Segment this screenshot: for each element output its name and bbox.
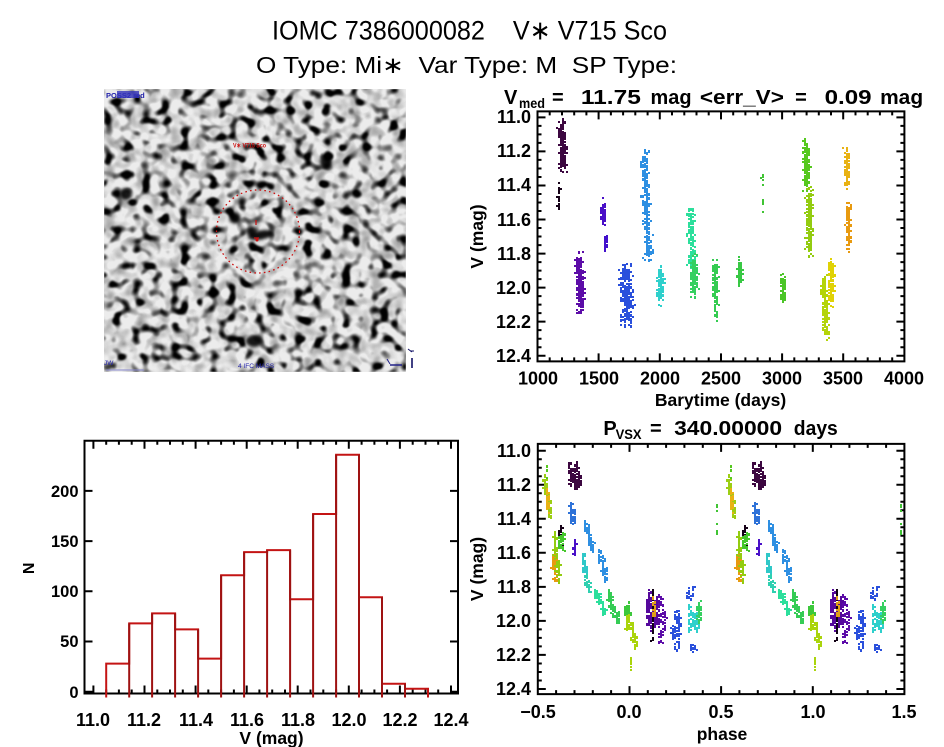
svg-text:11.8: 11.8 <box>497 577 531 597</box>
svg-text:4000: 4000 <box>884 369 924 389</box>
svg-text:50: 50 <box>60 633 78 651</box>
svg-text:V∗ V715 Sco: V∗ V715 Sco <box>233 143 266 150</box>
svg-text:0.5: 0.5 <box>708 702 733 722</box>
svg-text:mag: mag <box>651 87 692 109</box>
svg-text:11.6: 11.6 <box>497 210 531 230</box>
svg-text:12.2: 12.2 <box>382 710 417 730</box>
svg-text:2500: 2500 <box>701 369 741 389</box>
svg-text:0.0: 0.0 <box>616 702 641 722</box>
svg-text:4 IFC MASS: 4 IFC MASS <box>238 363 275 370</box>
svg-text:12.2: 12.2 <box>496 645 531 665</box>
svg-text:1000: 1000 <box>518 369 558 389</box>
svg-text:3500: 3500 <box>823 369 863 389</box>
svg-text:Barytime (days): Barytime (days) <box>655 390 786 410</box>
svg-text:mag: mag <box>880 87 923 109</box>
svg-text:12.0: 12.0 <box>496 611 531 631</box>
svg-text:12.4: 12.4 <box>433 710 468 730</box>
svg-text:=: = <box>650 418 662 440</box>
svg-text:11.2: 11.2 <box>127 710 161 730</box>
svg-text:12.0: 12.0 <box>496 278 531 298</box>
svg-text:11.6: 11.6 <box>497 543 531 563</box>
svg-text:0.09: 0.09 <box>825 87 872 109</box>
svg-text:2000: 2000 <box>640 369 680 389</box>
svg-text:=: = <box>795 87 807 109</box>
svg-text:200: 200 <box>51 483 79 501</box>
svg-text:11.4: 11.4 <box>179 710 213 730</box>
svg-text:11.0: 11.0 <box>497 107 531 127</box>
svg-text:11.2: 11.2 <box>497 475 531 495</box>
svg-text:IOMC 7386000082 V∗ V715 Sco: IOMC 7386000082 V∗ V715 Sco <box>272 16 667 46</box>
svg-text:V (mag): V (mag) <box>467 204 487 268</box>
svg-text:0: 0 <box>69 684 78 702</box>
svg-text:11.0: 11.0 <box>76 710 110 730</box>
svg-text:11.6: 11.6 <box>230 710 264 730</box>
svg-text:O Type: Mi∗ Var Type: M SP T: O Type: Mi∗ Var Type: M SP Type: <box>256 52 677 78</box>
svg-text:V (mag): V (mag) <box>239 728 303 747</box>
svg-text:11.2: 11.2 <box>497 141 531 161</box>
svg-text:VSX: VSX <box>616 427 642 442</box>
svg-text:−0.5: −0.5 <box>520 702 556 722</box>
svg-text:phase: phase <box>697 724 748 744</box>
svg-text:JW: JW <box>104 360 114 367</box>
svg-text:1.0: 1.0 <box>800 702 825 722</box>
svg-text:11.4: 11.4 <box>497 175 531 195</box>
svg-text:12.0: 12.0 <box>331 710 366 730</box>
svg-text:days: days <box>794 418 838 440</box>
svg-text:V (mag): V (mag) <box>467 537 487 601</box>
svg-text:11.8: 11.8 <box>497 244 531 264</box>
svg-text:11.8: 11.8 <box>281 710 315 730</box>
svg-text:1.5: 1.5 <box>891 702 916 722</box>
svg-text:100: 100 <box>51 583 79 601</box>
svg-text:<err_V>: <err_V> <box>700 87 784 109</box>
svg-text:11.0: 11.0 <box>497 441 531 461</box>
svg-text:12.2: 12.2 <box>496 312 531 332</box>
svg-text:340.00000: 340.00000 <box>674 418 782 440</box>
svg-text:12.4: 12.4 <box>496 679 531 699</box>
svg-text:11.75: 11.75 <box>581 87 641 109</box>
svg-text:12.4: 12.4 <box>496 346 531 366</box>
svg-text:1500: 1500 <box>579 369 619 389</box>
svg-text:P: P <box>603 418 616 440</box>
svg-text:N: N <box>21 563 38 575</box>
svg-text:V: V <box>504 87 518 109</box>
svg-text:med: med <box>519 96 545 111</box>
svg-text:=: = <box>552 87 564 109</box>
svg-text:11.4: 11.4 <box>497 509 531 529</box>
svg-text:3000: 3000 <box>762 369 802 389</box>
svg-text:150: 150 <box>51 533 79 551</box>
